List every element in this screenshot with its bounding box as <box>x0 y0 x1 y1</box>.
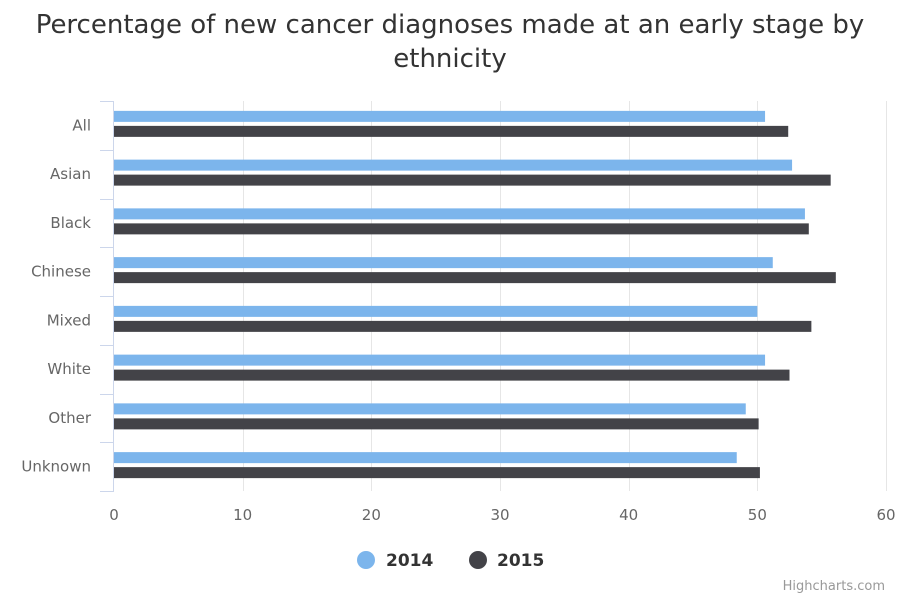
bar-2015-white <box>114 369 790 381</box>
bar-2014-unknown <box>114 452 737 464</box>
legend-label-2014[interactable]: 2014 <box>386 551 433 571</box>
y-category-label: Black <box>50 214 91 232</box>
bar-2014-other <box>114 403 746 415</box>
y-category-label: Asian <box>50 165 91 183</box>
legend-marker-2014[interactable] <box>357 551 375 569</box>
bar-2014-mixed <box>114 305 758 317</box>
grid-lines <box>243 101 887 491</box>
bar-2015-mixed <box>114 320 812 332</box>
y-category-label: Mixed <box>47 311 91 329</box>
y-category-label: All <box>72 116 91 134</box>
y-axis: All Asian Black Chinese Mixed White Other Unkno… <box>21 101 114 492</box>
bar-2015-black <box>114 223 809 235</box>
y-category-label: Unknown <box>21 458 91 476</box>
x-tick-label: 0 <box>109 506 119 524</box>
x-tick-label: 20 <box>362 506 381 524</box>
bar-2014-white <box>114 354 766 366</box>
legend-label-2015[interactable]: 2015 <box>497 551 544 571</box>
y-category-label: Chinese <box>31 263 91 281</box>
bar-2014-black <box>114 208 805 220</box>
bar-2014-all <box>114 110 766 122</box>
x-tick-label: 40 <box>619 506 638 524</box>
bar-2015-unknown <box>114 467 760 479</box>
bar-2015-chinese <box>114 272 836 284</box>
legend: 2014 2015 <box>357 551 544 571</box>
x-tick-label: 10 <box>233 506 252 524</box>
x-tick-label: 60 <box>876 506 895 524</box>
x-tick-label: 50 <box>748 506 767 524</box>
x-tick-label: 30 <box>490 506 509 524</box>
bar-2014-chinese <box>114 257 773 269</box>
legend-marker-2015[interactable] <box>469 551 487 569</box>
y-category-label: Other <box>48 409 91 427</box>
bar-2015-all <box>114 125 789 137</box>
chart-title: Percentage of new cancer diagnoses made … <box>35 10 865 74</box>
credits-link[interactable]: Highcharts.com <box>782 579 885 594</box>
bars <box>114 110 836 479</box>
x-axis: 0 10 20 30 40 50 60 <box>109 506 895 524</box>
bar-2014-asian <box>114 159 793 171</box>
bar-2015-asian <box>114 174 831 186</box>
bar-2015-other <box>114 418 759 430</box>
y-category-label: White <box>47 360 91 378</box>
